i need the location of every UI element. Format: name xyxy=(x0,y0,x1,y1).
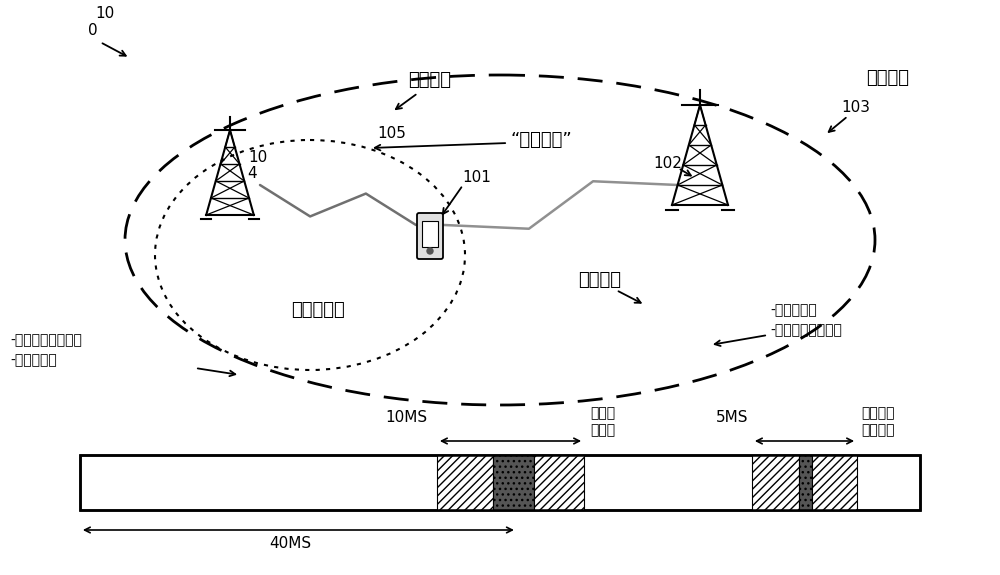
Text: 10: 10 xyxy=(95,6,114,21)
Text: 103: 103 xyxy=(842,101,870,116)
Bar xyxy=(799,455,812,510)
Bar xyxy=(752,455,799,510)
Circle shape xyxy=(427,248,433,254)
Text: 105: 105 xyxy=(378,125,406,140)
Text: 未许可频谱: 未许可频谱 xyxy=(291,301,345,319)
Bar xyxy=(812,455,857,510)
Text: 10: 10 xyxy=(248,151,268,166)
Text: 10MS: 10MS xyxy=(385,409,427,424)
Text: “小型小区”: “小型小区” xyxy=(510,131,572,149)
Text: 40MS: 40MS xyxy=(269,536,311,551)
Text: 0: 0 xyxy=(88,23,98,38)
Text: -最大努力用户数据: -最大努力用户数据 xyxy=(10,333,82,347)
Text: 101: 101 xyxy=(462,171,491,186)
Bar xyxy=(422,221,438,247)
Text: 主要小区: 主要小区 xyxy=(866,69,910,87)
Text: -对话前监听: -对话前监听 xyxy=(10,353,57,367)
Text: 4: 4 xyxy=(247,167,257,182)
FancyBboxPatch shape xyxy=(417,213,443,259)
Bar xyxy=(534,455,584,510)
Bar xyxy=(437,455,493,510)
Text: 次要小区: 次要小区 xyxy=(409,71,452,89)
Bar xyxy=(80,455,920,510)
Text: -移动性和用户数据: -移动性和用户数据 xyxy=(770,323,842,337)
Text: （信标传
输时间）: （信标传 输时间） xyxy=(861,407,895,438)
Text: -鲁棒性信令: -鲁棒性信令 xyxy=(770,303,817,317)
Bar xyxy=(493,455,534,510)
Text: 许可频谱: 许可频谱 xyxy=(578,271,622,289)
Text: 5MS: 5MS xyxy=(716,409,748,424)
Bar xyxy=(80,455,920,510)
Text: （时间
窗口）: （时间 窗口） xyxy=(590,407,615,438)
Text: 102: 102 xyxy=(654,155,682,171)
